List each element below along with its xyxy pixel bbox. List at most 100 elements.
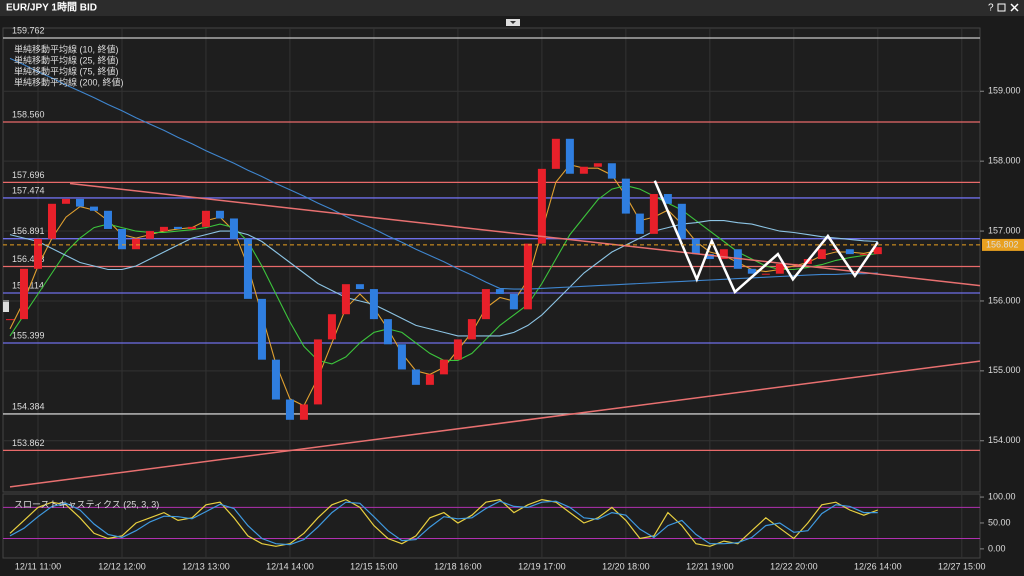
x-tick-label: 12/22 20:00	[770, 561, 818, 571]
level-label: 157.696	[12, 170, 45, 180]
oscillator-title: スローストキャスティクス (25, 3, 3)	[14, 499, 159, 509]
candle	[201, 210, 210, 227]
candle	[761, 273, 770, 275]
side-handle[interactable]	[3, 300, 9, 312]
candle	[369, 289, 378, 320]
candle	[551, 138, 560, 169]
legend-entry: 単純移動平均線 (200, 終値)	[14, 76, 124, 87]
level-label: 156.891	[12, 226, 45, 236]
candle	[467, 319, 476, 340]
candle	[355, 284, 364, 290]
candle	[411, 369, 420, 385]
candle	[691, 238, 700, 255]
candle	[341, 284, 350, 315]
level-label: 157.474	[12, 185, 45, 195]
y-tick-label: 0.00	[988, 543, 1006, 553]
x-tick-label: 12/19 17:00	[518, 561, 566, 571]
y-tick-label: 50.00	[988, 517, 1011, 527]
candle	[677, 203, 686, 239]
x-tick-label: 12/13 13:00	[182, 561, 230, 571]
candle	[509, 293, 518, 310]
candle	[313, 339, 322, 405]
candle	[243, 238, 252, 299]
candle	[481, 289, 490, 320]
candle	[537, 168, 546, 244]
candle	[145, 231, 154, 239]
legend-entry: 単純移動平均線 (75, 終値)	[14, 65, 119, 76]
y-tick-label: 155.000	[988, 365, 1021, 375]
candle	[845, 249, 854, 255]
candle	[5, 319, 14, 321]
y-tick-label: 158.000	[988, 156, 1021, 166]
candle	[775, 263, 784, 274]
candle	[75, 198, 84, 207]
candle	[621, 178, 630, 214]
candle	[397, 344, 406, 370]
price-panel	[2, 27, 981, 493]
last-price-box	[982, 238, 1024, 251]
candle	[425, 374, 434, 385]
moving-average	[9, 220, 878, 337]
help-button[interactable]: ?	[988, 3, 994, 14]
y-tick-label: 156.000	[988, 295, 1021, 305]
candle	[327, 314, 336, 340]
candle	[271, 359, 280, 400]
x-tick-label: 12/18 16:00	[434, 561, 482, 571]
candle	[495, 289, 504, 294]
candle	[187, 226, 196, 229]
trendline	[653, 180, 879, 294]
candle	[285, 399, 294, 420]
x-tick-label: 12/21 19:00	[686, 561, 734, 571]
level-label: 155.399	[12, 330, 45, 340]
level-label: 159.762	[12, 25, 45, 35]
candle	[299, 404, 308, 420]
candle	[131, 238, 140, 250]
candle	[565, 138, 574, 174]
candle	[215, 210, 224, 219]
x-tick-label: 12/15 15:00	[350, 561, 398, 571]
level-label: 158.560	[12, 109, 45, 119]
legend-entry: 単純移動平均線 (25, 終値)	[14, 54, 119, 65]
candle	[635, 213, 644, 234]
candle	[61, 198, 70, 204]
candle	[747, 268, 756, 274]
level-label: 153.862	[12, 438, 45, 448]
maximize-button[interactable]	[997, 3, 1006, 12]
candle	[663, 194, 672, 204]
candle	[579, 166, 588, 174]
candle	[593, 163, 602, 167]
candle	[719, 249, 728, 260]
x-tick-label: 12/14 14:00	[266, 561, 314, 571]
candle	[873, 247, 882, 255]
candle	[229, 218, 238, 239]
level-label: 156.493	[12, 254, 45, 264]
close-button[interactable]	[1010, 3, 1019, 12]
oscillator-panel	[2, 493, 981, 559]
x-tick-label: 12/12 12:00	[98, 561, 146, 571]
last-price-label: 156.802	[986, 239, 1019, 249]
candle	[117, 228, 126, 250]
moving-average	[9, 57, 878, 290]
candle	[257, 298, 266, 360]
candle	[453, 339, 462, 360]
level-label: 154.384	[12, 401, 45, 411]
candle	[439, 359, 448, 375]
candle	[89, 206, 98, 211]
x-tick-label: 12/11 11:00	[15, 561, 61, 571]
trendline	[69, 182, 981, 287]
candle	[649, 194, 658, 234]
candle	[19, 268, 28, 320]
candle	[817, 249, 826, 260]
legend-entry: 単純移動平均線 (10, 終値)	[14, 43, 119, 54]
trendline	[9, 360, 981, 488]
collapse-arrow	[510, 21, 516, 24]
x-tick-label: 12/26 14:00	[854, 561, 902, 571]
x-tick-label: 12/20 18:00	[602, 561, 650, 571]
candle	[103, 210, 112, 229]
window-title: EUR/JPY 1時間 BID	[6, 1, 97, 14]
candle	[173, 226, 182, 229]
candle	[159, 226, 168, 232]
y-tick-label: 100.00	[988, 491, 1016, 501]
candle	[47, 203, 56, 239]
